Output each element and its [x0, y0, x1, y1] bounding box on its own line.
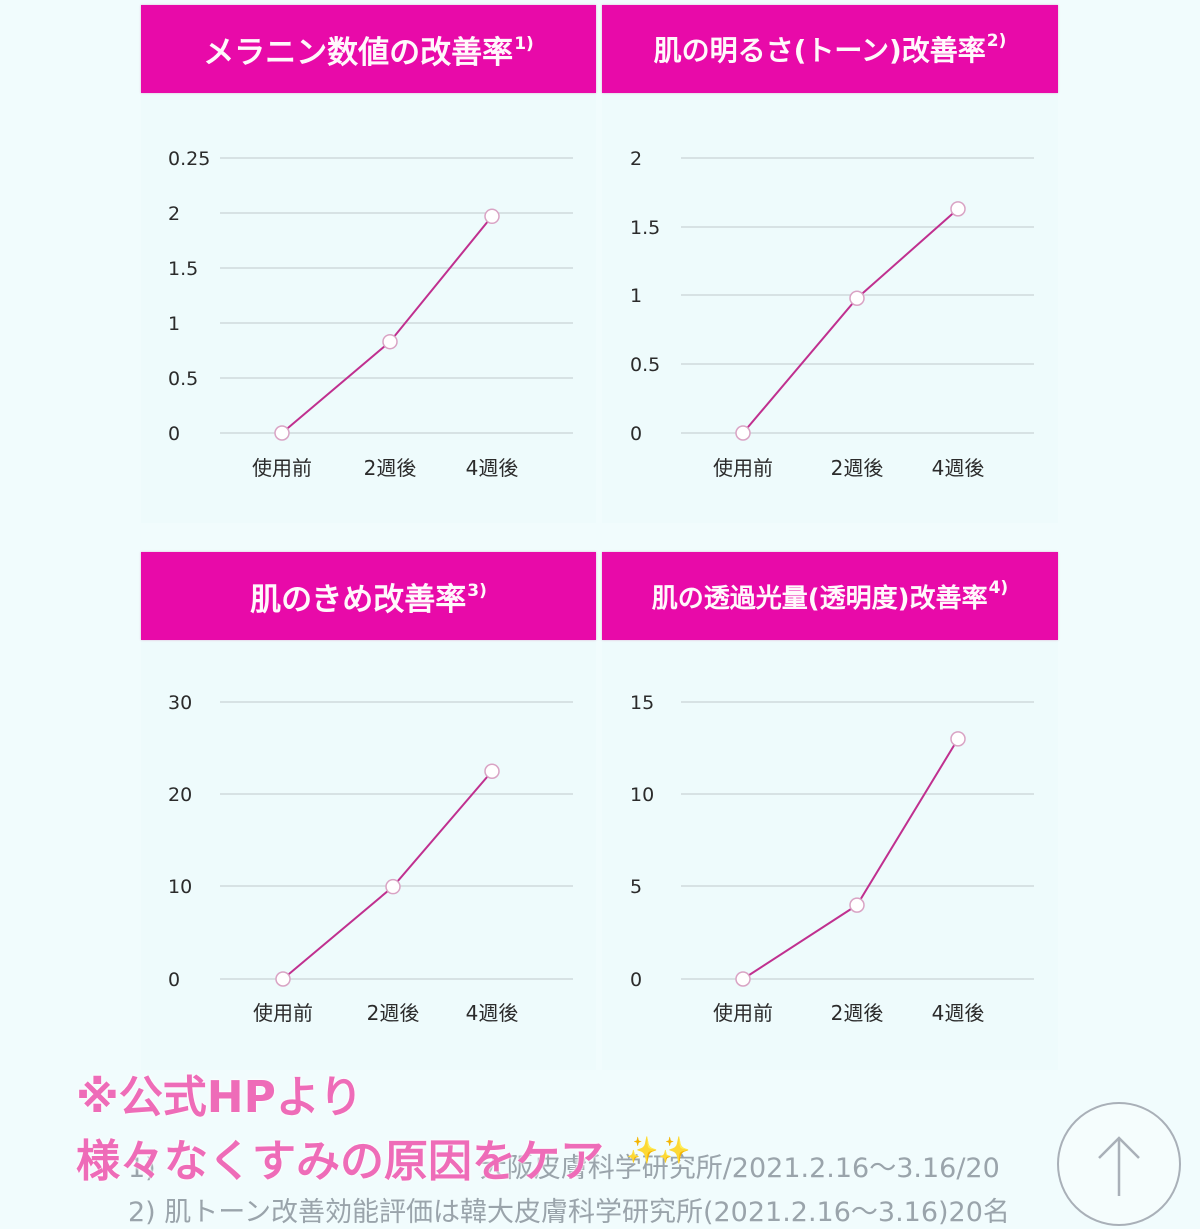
- panel-header-texture: 肌のきめ改善率3): [141, 552, 596, 640]
- data-point: [274, 425, 290, 441]
- y-tick-label: 0: [630, 423, 642, 445]
- panel-header-transparency: 肌の透過光量(透明度)改善率4): [602, 552, 1058, 640]
- data-point: [484, 763, 500, 780]
- panel-header-tone: 肌の明るさ(トーン)改善率2): [602, 5, 1058, 93]
- y-tick-label: 0: [630, 969, 642, 991]
- x-category-label: 使用前: [253, 1001, 313, 1025]
- sparkle-icon: ✨✨: [626, 1136, 691, 1166]
- x-category-label: 4週後: [466, 1001, 519, 1025]
- data-line: [281, 215, 493, 434]
- data-point: [484, 208, 500, 225]
- y-tick-label: 0.5: [630, 354, 660, 376]
- line-charts: 0 0.5 1 1.5 2 0.25 使用前 2週後 4週後 0 0.5 1 1.5 2 使用前 2週後 4週後…: [168, 148, 1034, 1025]
- data-point: [950, 201, 966, 217]
- x-category-label: 2週後: [831, 1001, 884, 1025]
- y-tick-label: 5: [630, 876, 642, 898]
- panel-title: 肌のきめ改善率3): [250, 580, 487, 618]
- line-chart-3: 0 10 20 30 使用前 2週後 4週後: [168, 692, 573, 1025]
- x-category-label: 4週後: [932, 1001, 985, 1025]
- x-category-label: 使用前: [713, 456, 773, 480]
- footnote-2: 2) 肌トーン改善効能評価は韓大皮膚科学研究所(2021.2.16〜3.16)2…: [128, 1197, 1010, 1228]
- data-point: [849, 897, 865, 913]
- data-point: [735, 971, 751, 987]
- panel-title: メラニン数値の改善率1): [203, 33, 534, 71]
- data-point: [849, 290, 865, 306]
- caption-care: 様々なくすみの原因をケア: [76, 1136, 604, 1187]
- data-point: [385, 878, 401, 895]
- data-point: [735, 425, 751, 441]
- line-chart-2: 0 0.5 1 1.5 2 使用前 2週後 4週後: [630, 148, 1034, 480]
- y-tick-label: 10: [168, 876, 192, 898]
- y-tick-label: 0.5: [168, 368, 198, 390]
- panel-title: 肌の透過光量(透明度)改善率4): [651, 577, 1009, 614]
- data-point: [382, 333, 398, 350]
- y-tick-label: 1: [168, 313, 180, 335]
- y-tick-label: 30: [168, 692, 192, 714]
- data-line: [742, 208, 959, 434]
- panel-background-1: [141, 93, 596, 523]
- x-category-label: 4週後: [932, 456, 985, 480]
- x-category-label: 使用前: [713, 1001, 773, 1025]
- line-chart-4: 0 5 10 15 使用前 2週後 4週後: [630, 692, 1034, 1025]
- arrow-up-icon: [1098, 1136, 1140, 1196]
- x-category-label: 4週後: [466, 456, 519, 480]
- y-tick-label: 1.5: [630, 217, 660, 239]
- data-line: [282, 770, 493, 980]
- y-tick-label: 15: [630, 692, 654, 714]
- panel-background-4: [602, 640, 1058, 1070]
- panel-title: 肌の明るさ(トーン)改善率2): [653, 31, 1007, 67]
- caption-source: ※公式HPより: [76, 1072, 363, 1123]
- x-category-label: 2週後: [831, 456, 884, 480]
- data-point: [275, 971, 291, 987]
- data-point: [950, 731, 966, 747]
- y-tick-label: 1: [630, 285, 642, 307]
- y-tick-label: 0: [168, 969, 180, 991]
- x-category-label: 使用前: [252, 456, 312, 480]
- y-tick-label: 0: [168, 423, 180, 445]
- x-category-label: 2週後: [364, 456, 417, 480]
- y-tick-label: 2: [168, 203, 180, 225]
- x-category-label: 2週後: [367, 1001, 420, 1025]
- scroll-top-button[interactable]: [1057, 1102, 1181, 1226]
- panel-background-2: [602, 93, 1058, 523]
- y-tick-label: 1.5: [168, 258, 198, 280]
- panel-background-3: [141, 640, 596, 1070]
- footnote-1: 1) 大阪皮膚科学研究所/2021.2.16〜3.16/20: [128, 1153, 1000, 1184]
- y-tick-label: 10: [630, 784, 654, 806]
- data-line: [742, 738, 959, 980]
- y-tick-label: 2: [630, 148, 642, 170]
- y-tick-label: 20: [168, 784, 192, 806]
- y-tick-label: 0.25: [168, 148, 210, 170]
- panel-header-melanin: メラニン数値の改善率1): [141, 5, 596, 93]
- line-chart-1: 0 0.5 1 1.5 2 0.25 使用前 2週後 4週後: [168, 148, 573, 480]
